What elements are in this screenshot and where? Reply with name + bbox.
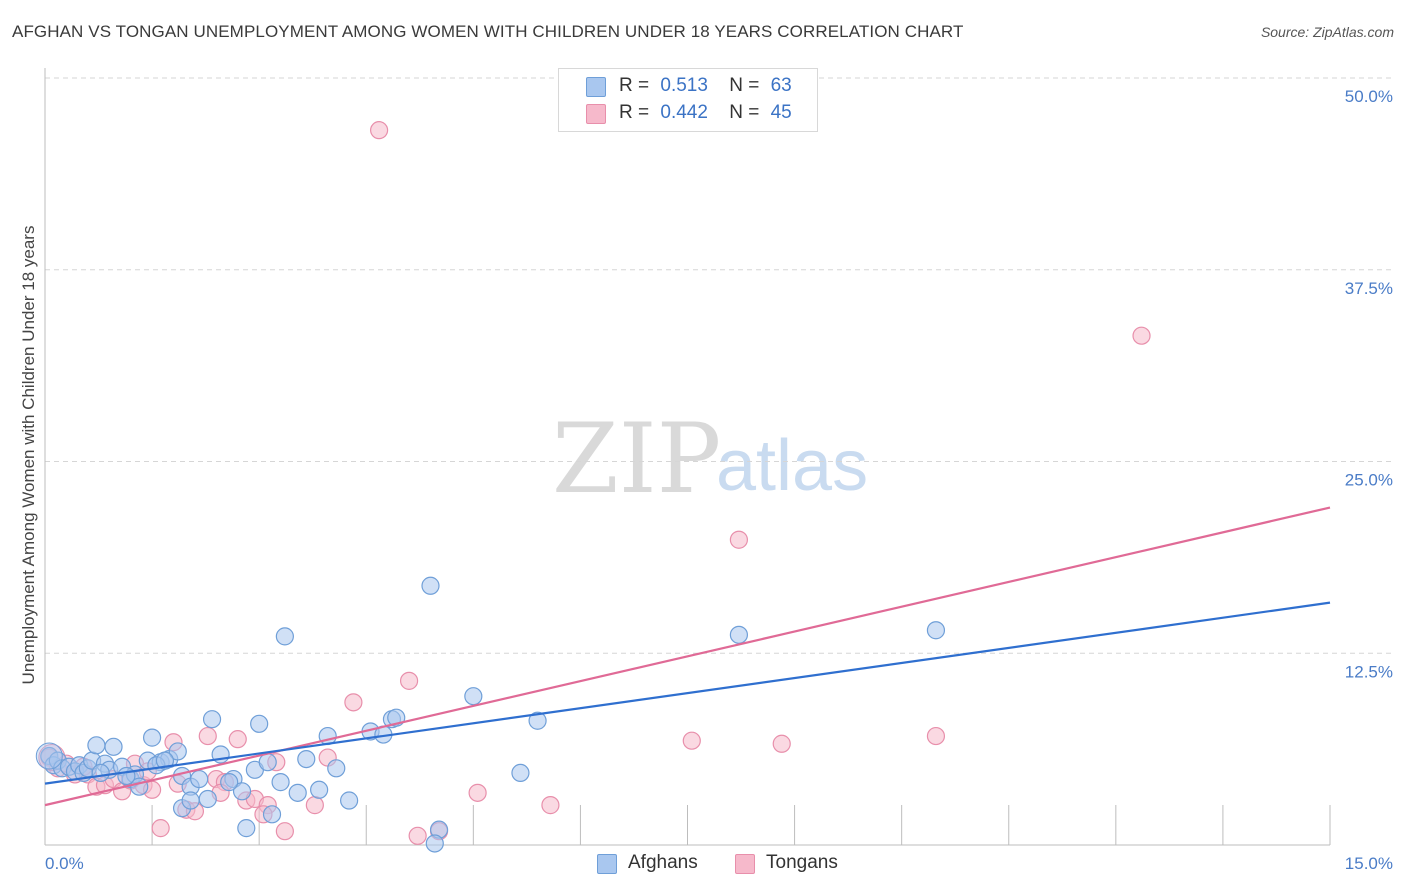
afghan-point (340, 791, 359, 810)
afghan-point (327, 759, 346, 778)
legend-r-label: R = (619, 102, 650, 123)
afghan-point (528, 711, 547, 730)
afghan-point (202, 710, 222, 729)
watermark-zip: ZIP (552, 403, 721, 515)
afghan-point (104, 737, 123, 756)
afghan-point (220, 773, 239, 792)
afghan-point (155, 751, 175, 770)
tongan-point (399, 671, 419, 690)
watermark-atlas: atlas (716, 426, 868, 506)
afghan-point (258, 753, 277, 772)
tongan-point (468, 783, 487, 802)
tongan-point (344, 693, 363, 712)
tongan-point (198, 726, 217, 746)
afghan-point (421, 576, 440, 595)
afghan-point (190, 769, 209, 789)
afghan-point (271, 773, 290, 792)
legend-r-label: R = (619, 75, 650, 96)
y-tick-label: 50.0% (1345, 87, 1393, 106)
afghan-point (142, 728, 162, 747)
x-tick-label-min: 0.0% (45, 854, 84, 873)
y-tick-label: 37.5% (1345, 279, 1393, 298)
afghan-point (262, 805, 282, 824)
afghan-point (198, 789, 217, 809)
y-tick-label: 12.5% (1345, 662, 1393, 681)
afghan-points (35, 576, 946, 853)
legend-n-value-tongans: 45 (770, 102, 792, 123)
afghan-point (288, 783, 307, 802)
afghan-cluster-point (35, 742, 63, 770)
afghan-point (310, 780, 329, 799)
tongan-point (151, 819, 170, 838)
x-tick-labels: 0.0% 15.0% (45, 854, 1393, 873)
afghan-trendline (44, 601, 1331, 785)
legend-n-label: N = (729, 75, 760, 96)
tongan-point (729, 530, 749, 549)
tongan-point (1132, 326, 1151, 345)
tongan-legend-label: Tongans (766, 852, 838, 873)
afghan-legend-label: Afghans (628, 852, 698, 873)
tongan-legend-swatch (735, 854, 755, 874)
tongan-point (305, 796, 324, 815)
y-tick-label: 25.0% (1345, 471, 1393, 490)
tongan-swatch (586, 104, 606, 124)
tongan-trendline (44, 506, 1331, 807)
y-tick-labels: 12.5% 25.0% 37.5% 50.0% (1345, 87, 1393, 681)
axes (44, 68, 1331, 846)
chart-title: AFGHAN VS TONGAN UNEMPLOYMENT AMONG WOME… (12, 22, 964, 41)
afghan-point (425, 834, 444, 853)
afghan-point (117, 766, 136, 786)
tongan-point (275, 822, 294, 841)
afghan-legend-swatch (597, 854, 617, 874)
afghan-point (181, 791, 200, 810)
afghan-point (926, 621, 946, 640)
afghan-point (237, 819, 256, 838)
afghan-point (87, 736, 106, 755)
afghan-point (168, 742, 187, 761)
afghan-point (511, 763, 530, 783)
tongan-point (772, 734, 791, 753)
legend-r-value-afghans: 0.513 (660, 75, 708, 96)
trendlines (44, 506, 1331, 807)
tongan-point (926, 726, 946, 746)
afghan-point (464, 687, 483, 706)
chart-source: Source: ZipAtlas.com (1260, 24, 1394, 40)
gridlines (45, 77, 1392, 654)
correlation-legend: R = 0.513 N = 63 R = 0.442 N = 45 (558, 68, 818, 132)
afghan-point (297, 749, 316, 769)
tongan-point (682, 731, 701, 750)
afghan-swatch (586, 77, 606, 97)
afghan-point (232, 782, 252, 801)
afghan-point (91, 763, 110, 783)
legend-r-value-tongans: 0.442 (660, 102, 708, 123)
watermark: ZIP atlas (552, 403, 868, 515)
legend-n-value-afghans: 63 (770, 75, 792, 96)
afghan-point (275, 627, 294, 646)
tongan-point (370, 121, 389, 140)
tongan-point (541, 796, 560, 815)
x-tick-label-max: 15.0% (1345, 854, 1393, 873)
tongan-point (228, 730, 247, 749)
afghan-point (729, 625, 749, 644)
tongan-point (408, 826, 427, 845)
y-axis-label: Unemployment Among Women with Children U… (19, 226, 38, 685)
afghan-point (250, 714, 269, 733)
legend-n-label: N = (729, 102, 760, 123)
